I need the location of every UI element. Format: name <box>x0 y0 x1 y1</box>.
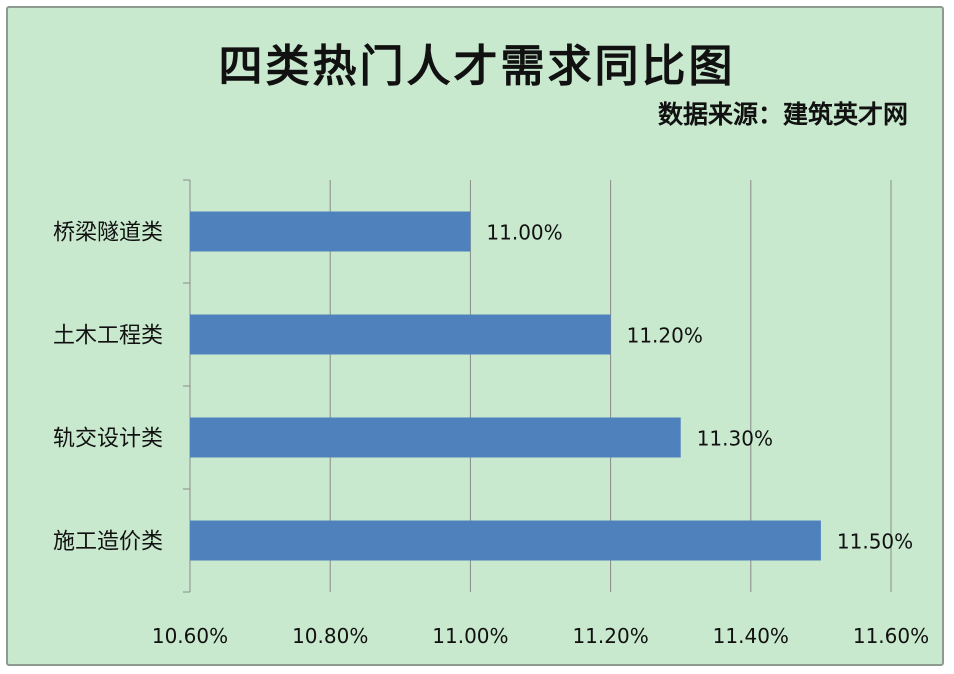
chart-source: 数据来源：建筑英才网 <box>657 100 908 129</box>
x-tick-label: 11.60% <box>853 624 929 648</box>
x-tick-label: 11.20% <box>572 624 648 648</box>
category-label: 施工造价类 <box>53 530 163 555</box>
bar <box>190 417 681 458</box>
category-label: 桥梁隧道类 <box>53 221 163 246</box>
data-label: 11.30% <box>697 427 773 451</box>
data-label: 11.20% <box>627 324 703 348</box>
x-tick-label: 10.60% <box>152 624 228 648</box>
bar <box>190 520 821 561</box>
category-label: 轨交设计类 <box>53 427 163 452</box>
data-label: 11.50% <box>837 530 913 554</box>
chart-title: 四类热门人才需求同比图 <box>218 41 736 92</box>
bars <box>190 211 821 561</box>
x-tick-label: 11.40% <box>713 624 789 648</box>
data-label: 11.00% <box>486 221 562 245</box>
category-label: 土木工程类 <box>53 324 163 349</box>
labels: 10.60% 10.80% 11.00% 11.20% 11.40% 11.60% 桥梁隧道… <box>53 221 929 649</box>
axes <box>183 179 191 593</box>
bar <box>190 314 611 355</box>
bar <box>190 211 471 252</box>
x-tick-label: 10.80% <box>292 624 368 648</box>
x-tick-label: 11.00% <box>432 624 508 648</box>
